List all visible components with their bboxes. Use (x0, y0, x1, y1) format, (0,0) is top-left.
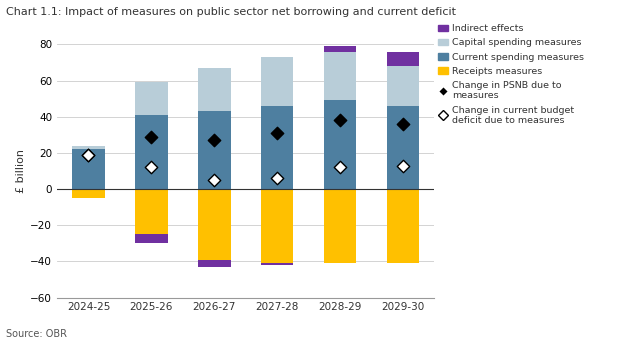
Y-axis label: £ billion: £ billion (16, 149, 26, 193)
Point (272, 175, 282, 181)
Bar (135, 115, 168, 189)
Bar (387, 52, 419, 66)
Point (335, 118, 345, 123)
Bar (135, 234, 168, 243)
Bar (198, 260, 231, 267)
Bar (198, 68, 231, 111)
Bar (72, 146, 105, 149)
Point (335, 165, 345, 170)
Legend: Indirect effects, Capital spending measures, Current spending measures, Receipts: Indirect effects, Capital spending measu… (438, 24, 584, 125)
Bar (261, 189, 294, 263)
Bar (261, 106, 294, 189)
Point (84, 152, 94, 157)
Point (146, 134, 157, 140)
Point (146, 165, 157, 170)
Bar (198, 189, 231, 260)
Bar (387, 66, 419, 106)
Bar (323, 189, 356, 263)
Point (84, 152, 94, 157)
Text: Chart 1.1: Impact of measures on public sector net borrowing and current deficit: Chart 1.1: Impact of measures on public … (6, 7, 456, 17)
Point (398, 163, 408, 168)
Bar (72, 149, 105, 189)
Bar (387, 189, 419, 263)
Bar (261, 57, 294, 106)
Text: Source: OBR: Source: OBR (6, 329, 67, 339)
Point (398, 121, 408, 127)
Bar (323, 52, 356, 101)
Bar (135, 189, 168, 234)
Point (209, 137, 219, 143)
Bar (135, 82, 168, 115)
Point (209, 177, 219, 183)
Bar (387, 106, 419, 189)
Bar (198, 111, 231, 189)
Point (272, 130, 282, 136)
Bar (72, 189, 105, 198)
Bar (323, 101, 356, 189)
Bar (323, 46, 356, 52)
Bar (261, 263, 294, 265)
